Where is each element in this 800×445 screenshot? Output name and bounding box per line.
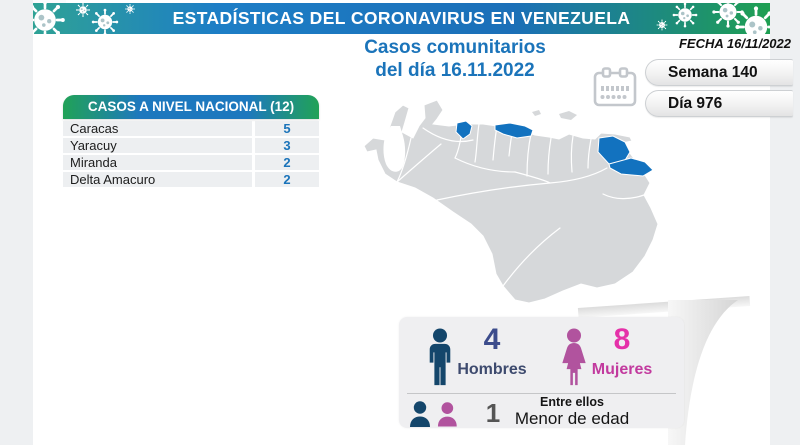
men-count: 4 — [483, 323, 501, 356]
table-row: Miranda 2 — [63, 155, 319, 170]
state-cases: 3 — [255, 138, 319, 153]
woman-icon — [562, 328, 586, 386]
virus-icons-right — [656, 3, 770, 34]
venezuela-map — [363, 99, 659, 304]
subtitle: Casos comunitarios del día 16.11.2022 — [310, 36, 600, 82]
page-title: ESTADÍSTICAS DEL CORONAVIRUS EN VENEZUEL… — [172, 8, 631, 28]
bust-woman-icon — [437, 402, 457, 427]
day-counter: Día 976 — [645, 90, 793, 117]
paper-sheet: ESTADÍSTICAS DEL CORONAVIRUS EN VENEZUEL… — [33, 0, 793, 445]
subtitle-line2: del día 16.11.2022 — [375, 60, 535, 81]
calendar-icon — [593, 67, 637, 107]
panel-divider — [407, 393, 676, 394]
state-cases: 2 — [255, 155, 319, 170]
state-miranda-caracas — [494, 122, 534, 139]
table-row: Delta Amacuro 2 — [63, 172, 319, 187]
women-count: 8 — [613, 323, 631, 356]
week-counter-label: Semana 140 — [668, 64, 758, 81]
state-east-upper — [597, 135, 631, 165]
state-name: Yaracuy — [63, 138, 252, 153]
state-cases: 5 — [255, 121, 319, 136]
minor-label-top: Entre ellos — [540, 395, 604, 409]
minor-label-bottom: Menor de edad — [514, 409, 630, 428]
state-yaracuy — [455, 120, 473, 140]
table-row: Yaracuy 3 — [63, 138, 319, 153]
day-counter-label: Día 976 — [668, 95, 723, 112]
minor-labels: Entre ellos Menor de edad — [507, 395, 637, 428]
date-label: FECHA 16/11/2022 — [678, 36, 791, 51]
country-outline — [363, 99, 659, 304]
bust-man-icon — [410, 401, 430, 427]
page-curl-decoration — [668, 300, 738, 445]
state-cases: 2 — [255, 172, 319, 187]
state-delta-amacuro — [608, 157, 654, 177]
men-label: Hombres — [457, 361, 527, 378]
state-name: Delta Amacuro — [63, 172, 252, 187]
minor-busts-icons — [410, 401, 457, 427]
man-icon — [429, 328, 451, 386]
table-row: Caracas 5 — [63, 121, 319, 136]
women-label: Mujeres — [591, 361, 653, 378]
week-counter: Semana 140 — [645, 59, 793, 86]
state-name: Miranda — [63, 155, 252, 170]
demographics-panel: 4 Hombres 8 Mujeres — [399, 317, 684, 428]
state-name: Caracas — [63, 121, 252, 136]
national-cases-table: CASOS A NIVEL NACIONAL (12) Caracas 5 Ya… — [63, 95, 319, 187]
minor-count: 1 — [485, 398, 501, 428]
subtitle-line1: Casos comunitarios — [364, 37, 546, 58]
table-header: CASOS A NIVEL NACIONAL (12) — [63, 95, 319, 119]
header-banner: ESTADÍSTICAS DEL CORONAVIRUS EN VENEZUEL… — [33, 3, 770, 34]
